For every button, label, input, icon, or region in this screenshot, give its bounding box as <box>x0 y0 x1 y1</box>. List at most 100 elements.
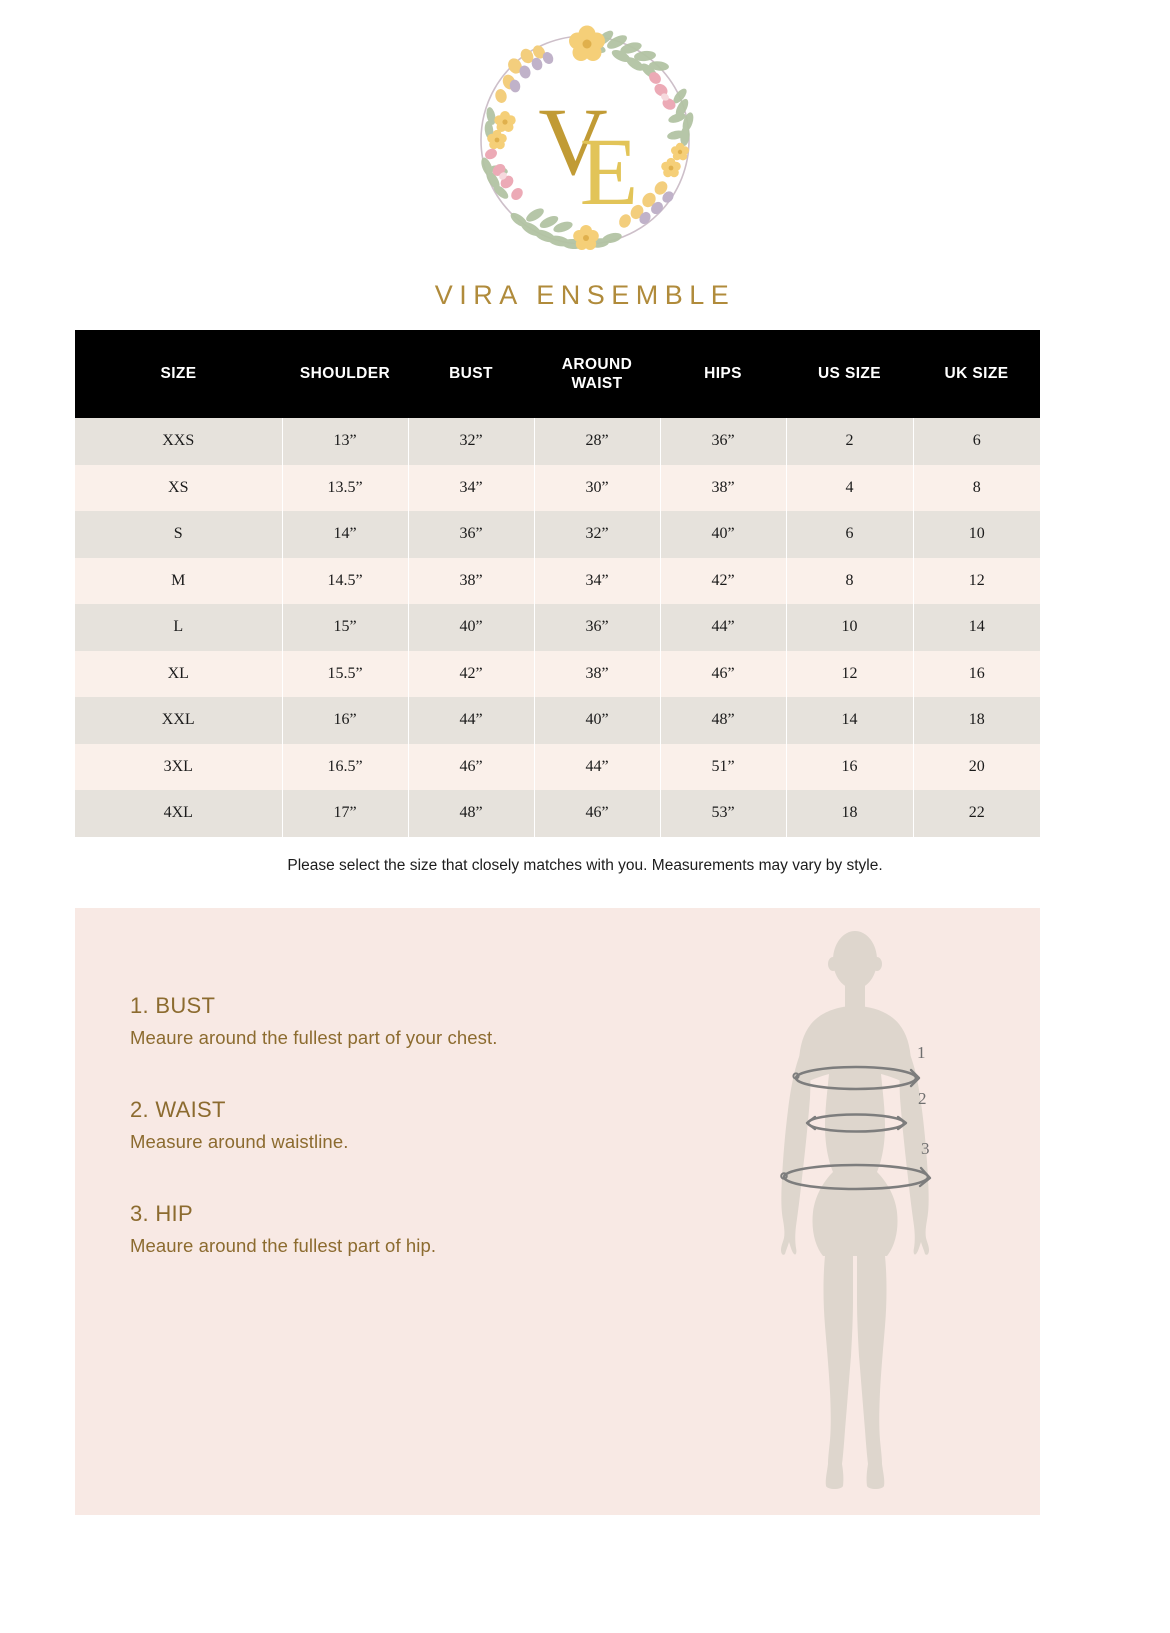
measure-desc-bust: Meaure around the fullest part of your c… <box>130 1027 498 1048</box>
cell-hips: 40” <box>660 511 787 558</box>
table-row: XXS 13” 32” 28” 36” 2 6 <box>75 418 1040 465</box>
cell-uk-size: 10 <box>913 511 1040 558</box>
cell-uk-size: 18 <box>913 697 1040 744</box>
cell-bust: 42” <box>408 650 535 697</box>
cell-shoulder: 15.5” <box>282 650 409 697</box>
cell-us-size: 2 <box>786 418 914 465</box>
cell-bust: 46” <box>408 743 535 790</box>
how-to-measure-panel: 1. BUST Meaure around the fullest part o… <box>75 908 1040 1515</box>
cell-hips: 38” <box>660 464 787 511</box>
table-row: 3XL 16.5” 46” 44” 51” 16 20 <box>75 743 1040 790</box>
band-label-3: 3 <box>921 1139 930 1158</box>
table-header-row: SIZE SHOULDER BUST AROUND WAIST HIPS US … <box>75 330 1040 418</box>
cell-size: XS <box>75 464 283 511</box>
cell-waist: 36” <box>534 604 661 651</box>
cell-shoulder: 16.5” <box>282 743 409 790</box>
table-row: L 15” 40” 36” 44” 10 14 <box>75 604 1040 651</box>
cell-hips: 36” <box>660 418 787 465</box>
measure-title-waist: 2. WAIST <box>130 1097 226 1122</box>
cell-waist: 46” <box>534 790 661 837</box>
cell-waist: 28” <box>534 418 661 465</box>
column-header-around-waist-line1: AROUND <box>561 355 633 373</box>
cell-waist: 44” <box>534 743 661 790</box>
cell-size: S <box>75 511 283 558</box>
measure-desc-waist: Measure around waistline. <box>130 1131 349 1152</box>
cell-size: XL <box>75 650 283 697</box>
cell-us-size: 18 <box>786 790 914 837</box>
table-row: XS 13.5” 34” 30” 38” 4 8 <box>75 464 1040 511</box>
cell-us-size: 14 <box>786 697 914 744</box>
column-header-around-waist-line2: WAIST <box>571 375 623 392</box>
table-row: XL 15.5” 42” 38” 46” 12 16 <box>75 650 1040 697</box>
brand-name: VIRA ENSEMBLE <box>434 280 736 310</box>
cell-us-size: 6 <box>786 511 914 558</box>
cell-size: XXL <box>75 697 283 744</box>
cell-shoulder: 13” <box>282 418 409 465</box>
cell-size: 4XL <box>75 790 283 837</box>
cell-waist: 30” <box>534 464 661 511</box>
column-header-shoulder: SHOULDER <box>282 330 408 418</box>
cell-us-size: 8 <box>786 557 914 604</box>
cell-uk-size: 22 <box>913 790 1040 837</box>
cell-hips: 46” <box>660 650 787 697</box>
cell-hips: 44” <box>660 604 787 651</box>
column-header-hips: HIPS <box>660 330 786 418</box>
svg-text:E: E <box>580 118 639 225</box>
cell-shoulder: 17” <box>282 790 409 837</box>
band-label-1: 1 <box>917 1043 926 1062</box>
cell-shoulder: 13.5” <box>282 464 409 511</box>
measure-title-hip: 3. HIP <box>130 1201 193 1226</box>
measure-desc-hip: Meaure around the fullest part of hip. <box>130 1235 437 1256</box>
cell-us-size: 16 <box>786 743 914 790</box>
brand-logo-block: V E VIRA ENSEMBLE <box>0 0 1170 311</box>
cell-shoulder: 16” <box>282 697 409 744</box>
cell-uk-size: 14 <box>913 604 1040 651</box>
cell-hips: 42” <box>660 557 787 604</box>
measure-block-waist: 2. WAIST Measure around waistline. <box>130 1097 600 1153</box>
svg-text:V: V <box>538 88 607 195</box>
table-row: 4XL 17” 48” 46” 53” 18 22 <box>75 790 1040 837</box>
cell-uk-size: 20 <box>913 743 1040 790</box>
measure-instructions: 1. BUST Meaure around the fullest part o… <box>130 993 600 1257</box>
female-body-silhouette-icon: 1 2 3 <box>715 920 995 1510</box>
table-row: M 14.5” 38” 34” 42” 8 12 <box>75 557 1040 604</box>
cell-bust: 38” <box>408 557 535 604</box>
cell-waist: 40” <box>534 697 661 744</box>
cell-shoulder: 14.5” <box>282 557 409 604</box>
cell-shoulder: 14” <box>282 511 409 558</box>
column-header-around-waist: AROUND WAIST <box>534 330 660 418</box>
cell-uk-size: 16 <box>913 650 1040 697</box>
cell-bust: 48” <box>408 790 535 837</box>
cell-bust: 32” <box>408 418 535 465</box>
column-header-bust: BUST <box>408 330 534 418</box>
cell-waist: 38” <box>534 650 661 697</box>
cell-waist: 32” <box>534 511 661 558</box>
cell-waist: 34” <box>534 557 661 604</box>
cell-size: XXS <box>75 418 283 465</box>
cell-hips: 51” <box>660 743 787 790</box>
cell-size: 3XL <box>75 743 283 790</box>
table-row: XXL 16” 44” 40” 48” 14 18 <box>75 697 1040 744</box>
table-body: XXS 13” 32” 28” 36” 2 6 XS 13.5” 34” 30”… <box>75 418 1040 837</box>
cell-bust: 34” <box>408 464 535 511</box>
size-chart-table: SIZE SHOULDER BUST AROUND WAIST HIPS US … <box>75 330 1040 837</box>
cell-hips: 48” <box>660 697 787 744</box>
cell-us-size: 12 <box>786 650 914 697</box>
cell-bust: 44” <box>408 697 535 744</box>
table-row: S 14” 36” 32” 40” 6 10 <box>75 511 1040 558</box>
cell-shoulder: 15” <box>282 604 409 651</box>
column-header-uk-size: UK SIZE <box>913 330 1040 418</box>
column-header-us-size: US SIZE <box>786 330 913 418</box>
column-header-size: SIZE <box>75 330 282 418</box>
cell-us-size: 4 <box>786 464 914 511</box>
cell-uk-size: 8 <box>913 464 1040 511</box>
cell-bust: 40” <box>408 604 535 651</box>
cell-size: M <box>75 557 283 604</box>
measure-block-hip: 3. HIP Meaure around the fullest part of… <box>130 1201 600 1257</box>
measure-block-bust: 1. BUST Meaure around the fullest part o… <box>130 993 600 1049</box>
floral-wreath-icon: V E <box>449 22 721 262</box>
cell-uk-size: 12 <box>913 557 1040 604</box>
cell-bust: 36” <box>408 511 535 558</box>
cell-uk-size: 6 <box>913 418 1040 465</box>
band-label-2: 2 <box>918 1089 927 1108</box>
